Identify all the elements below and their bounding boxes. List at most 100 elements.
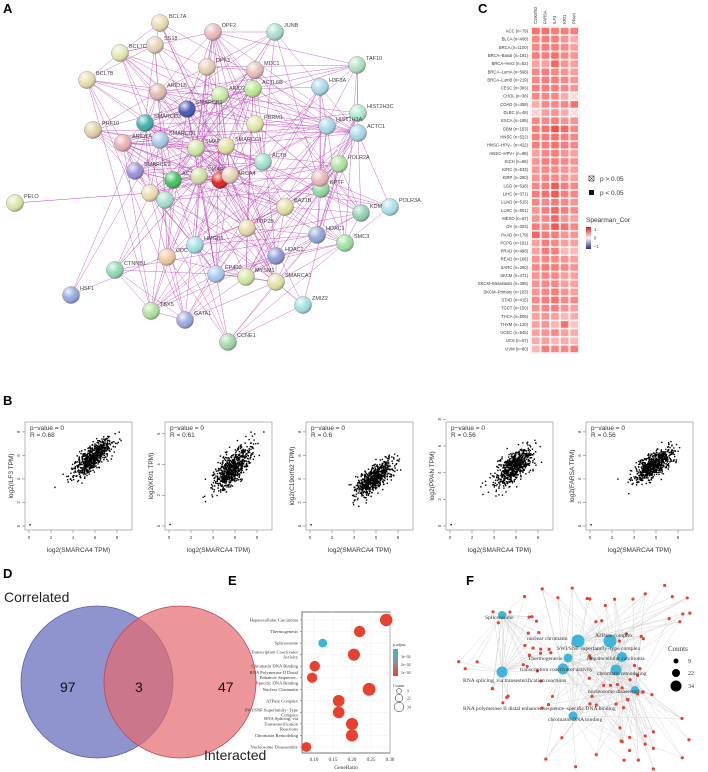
scatter-point [389,468,392,471]
term-label: ATPase complex [595,633,633,639]
enrichment-dot [362,682,376,696]
scatter-point [501,473,503,475]
scatter-point [371,477,373,480]
scatter-point [97,440,99,442]
scatter-point [382,480,384,483]
scatter-point [108,439,110,442]
scatter-point [386,473,388,475]
network-node: EP400 [207,265,242,283]
scatter-point [516,458,519,460]
scatter-point [665,466,668,469]
scatter-point [212,474,215,477]
gene-node [527,615,531,619]
scatter-point [87,450,89,452]
scatter-point [110,448,113,450]
scatter-point [670,460,672,462]
network-edge [542,588,564,670]
network-edge [615,669,683,758]
scatter-point [86,455,88,457]
heatmap-cell [551,141,559,149]
scatter-point [228,479,231,481]
network-edge [149,147,197,194]
network-edge [615,669,639,761]
scatter-point [651,458,653,460]
scatter-point [383,472,386,474]
network-edge [603,685,636,691]
scatter-point [530,456,533,459]
scatter-point [503,479,506,481]
heatmap-cell [541,345,550,353]
scatter-point [627,481,629,484]
scatter-point [642,477,644,479]
scatter-point [374,480,376,482]
scatter-point [226,476,229,479]
network-edge [122,142,174,181]
scatter-point [90,459,93,461]
scatter-point [643,477,646,479]
scatter-point [91,447,93,450]
scatter-point [386,463,388,466]
scatter-point [517,456,520,458]
p-value-label: p−value = 0 [170,425,204,432]
scatter-point [504,470,506,473]
gene-node [531,646,535,650]
scatter-point [96,455,98,457]
heatmap-cell [570,133,578,141]
scatter-point [369,482,371,485]
scatter-point [73,475,75,477]
scatter-point [514,453,516,455]
scatter-point [235,454,238,456]
scatter-point [80,469,82,472]
scatter-point [242,452,244,455]
scatter-point [507,471,509,473]
gene-node [538,651,543,655]
network-edge [320,188,346,244]
enrichment-dot [309,660,321,672]
network-edge [212,31,358,66]
heatmap-cell [532,264,540,271]
network-edge [166,256,247,278]
heatmap-cell [532,93,540,100]
scatter-point [524,462,527,464]
scatter-point [102,445,104,447]
scatter-point [524,467,527,469]
scatter-point [381,472,384,474]
scatter-point [384,475,386,477]
term-label: chromatin remodeling [597,671,647,677]
scatter-point [216,479,219,481]
scatter-point [101,441,104,444]
scatter-point [508,464,510,467]
network-edge [254,112,359,125]
scatter-point [510,453,512,455]
network-edge [212,31,362,214]
scatter-point [525,450,528,452]
scatter-point [522,451,525,453]
network-edge [572,620,602,717]
scatter-point [79,471,81,474]
node-highlight [164,171,182,189]
scatter-point [496,479,499,482]
scatter-point [89,457,91,459]
scatter-point [358,488,360,490]
scatter-point [92,461,95,463]
scatter-point [496,476,498,479]
scatter-point [355,475,357,478]
scatter-point [374,476,376,479]
scatter-point [244,451,246,453]
scatter-point [377,472,379,475]
scatter-point [105,447,108,449]
scatter-point [249,462,251,464]
scatter-point [646,477,648,479]
scatter-point [98,446,101,448]
scatter-point [663,452,665,454]
heatmap-cell [570,313,578,320]
x-tick-label: 8 [677,535,680,540]
scatter-point [364,471,367,473]
network-edge [501,614,528,667]
gene-node [621,706,626,710]
scatter-point [390,475,392,478]
heatmap-cell [532,101,540,108]
scatter-point [246,465,249,467]
scatter-point [529,446,532,448]
gene-node [547,647,551,651]
